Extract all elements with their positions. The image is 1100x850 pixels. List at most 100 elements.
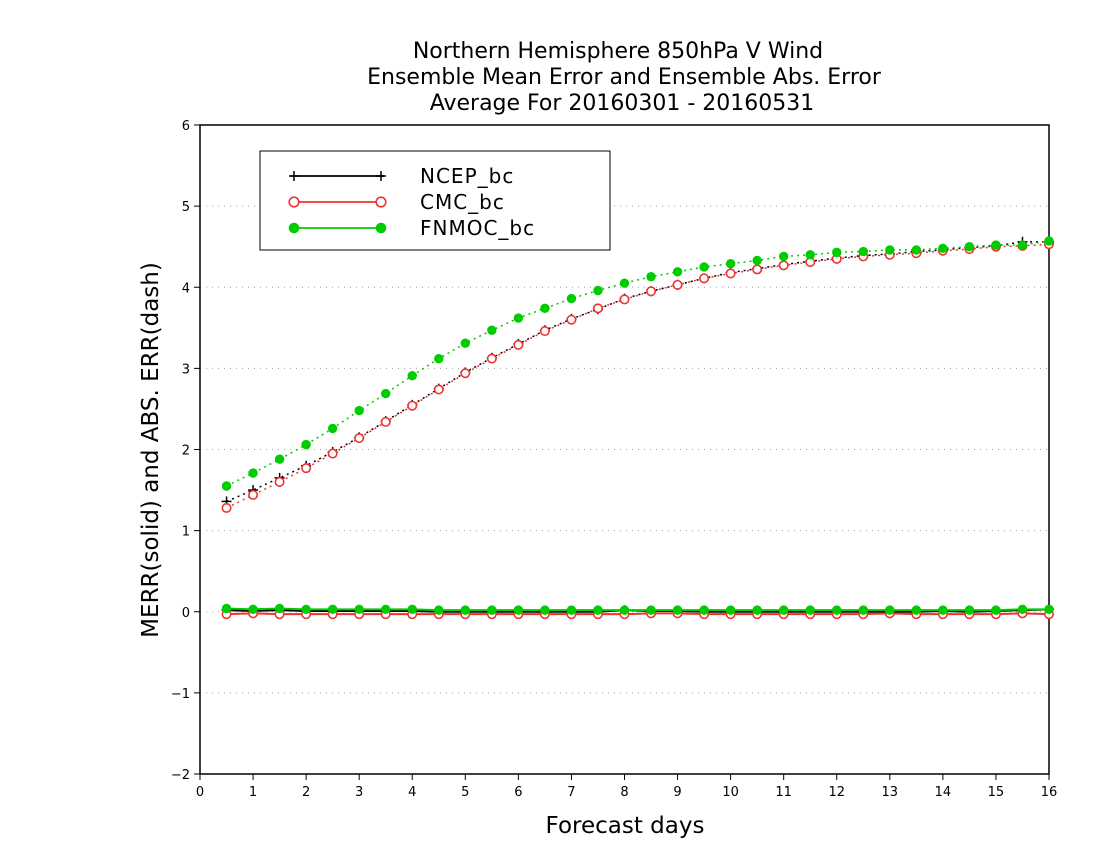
merr-point-fnmoc_bc — [407, 604, 417, 615]
abs-err-line-fnmoc_bc — [226, 240, 1050, 487]
merr-point-fnmoc_bc — [513, 605, 524, 615]
abs-err-point-cmc_bc — [566, 314, 577, 325]
abs-err-point-fnmoc_bc — [593, 285, 603, 296]
y-tick-label: −1 — [171, 687, 190, 702]
legend-marker-end — [375, 222, 387, 234]
merr-point-fnmoc_bc — [327, 604, 338, 615]
abs-err-point-fnmoc_bc — [778, 251, 789, 262]
abs-err-point-fnmoc_bc — [964, 241, 975, 252]
abs-err-point-cmc_bc — [486, 353, 497, 364]
abs-err-point-cmc_bc — [513, 339, 524, 350]
y-tick-label: 0 — [182, 606, 190, 621]
merr-point-fnmoc_bc — [752, 605, 762, 615]
abs-err-point-cmc_bc — [460, 368, 471, 379]
legend-marker-start — [288, 196, 300, 208]
merr-point-fnmoc_bc — [593, 605, 603, 615]
merr-line-fnmoc_bc — [226, 607, 1049, 612]
abs-err-point-fnmoc_bc — [248, 468, 258, 478]
merr-point-fnmoc_bc — [434, 605, 444, 615]
legend-item-ncep_bc: NCEP_bc — [289, 164, 513, 188]
x-tick-label: 7 — [567, 785, 575, 800]
abs-err-point-fnmoc_bc — [354, 405, 364, 416]
merr-point-fnmoc_bc — [832, 605, 842, 615]
abs-err-point-cmc_bc — [619, 294, 630, 305]
merr-point-fnmoc_bc — [885, 605, 895, 615]
x-tick-label: 16 — [1041, 785, 1058, 800]
abs-err-point-cmc_bc — [592, 303, 603, 314]
legend-marker-start — [288, 222, 300, 234]
abs-err-point-fnmoc_bc — [1044, 236, 1054, 246]
merr-point-fnmoc_bc — [911, 605, 922, 615]
x-tick-label: 9 — [673, 785, 681, 800]
merr-point-fnmoc_bc — [646, 605, 656, 615]
x-tick-label: 8 — [620, 785, 628, 800]
abs-err-point-fnmoc_bc — [566, 293, 577, 304]
legend-marker-start — [289, 171, 299, 181]
abs-err-point-cmc_bc — [248, 489, 259, 500]
abs-err-point-cmc_bc — [407, 400, 418, 411]
abs-err-point-fnmoc_bc — [301, 439, 311, 450]
abs-err-point-cmc_bc — [327, 448, 338, 459]
legend-item-cmc_bc: CMC_bc — [288, 190, 504, 214]
abs-err-point-fnmoc_bc — [885, 245, 895, 255]
abs-err-point-fnmoc_bc — [991, 240, 1001, 250]
abs-err-point-cmc_bc — [752, 264, 763, 275]
merr-point-fnmoc_bc — [619, 605, 630, 615]
merr-line-cmc_bc — [226, 612, 1050, 616]
x-tick-label: 0 — [196, 785, 204, 800]
abs-err-point-cmc_bc — [433, 384, 444, 395]
y-axis-label: MERR(solid) and ABS. ERR(dash) — [138, 262, 164, 638]
abs-err-point-fnmoc_bc — [938, 243, 948, 254]
x-axis-ticks: 0 1 2 3 4 5 6 7 8 9 10 11 12 13 14 15 16 — [196, 774, 1057, 800]
abs-err-line-ncep_bc — [226, 241, 1049, 503]
abs-err-point-cmc_bc — [646, 286, 657, 297]
merr-point-fnmoc_bc — [487, 605, 497, 615]
merr-point-fnmoc_bc — [672, 605, 683, 615]
merr-point-fnmoc_bc — [1044, 604, 1054, 615]
y-tick-label: 4 — [182, 281, 190, 296]
x-tick-label: 12 — [828, 785, 845, 800]
merr-point-fnmoc_bc — [858, 605, 868, 615]
x-tick-label: 11 — [775, 785, 792, 800]
abs-err-point-fnmoc_bc — [460, 338, 471, 348]
x-tick-label: 13 — [882, 785, 899, 800]
abs-err-point-cmc_bc — [354, 433, 365, 444]
abs-err-point-fnmoc_bc — [327, 423, 338, 434]
legend-marker-end — [376, 171, 386, 181]
merr-point-fnmoc_bc — [805, 605, 815, 615]
series-cmc_bc — [221, 239, 1055, 620]
x-tick-label: 6 — [514, 785, 522, 800]
x-tick-label: 5 — [461, 785, 469, 800]
merr-point-fnmoc_bc — [566, 605, 577, 615]
x-tick-label: 3 — [355, 785, 363, 800]
y-tick-label: 2 — [182, 444, 190, 459]
merr-point-fnmoc_bc — [778, 605, 789, 615]
chart-title-line-2: Ensemble Mean Error and Ensemble Abs. Er… — [367, 65, 882, 90]
legend-item-fnmoc_bc: FNMOC_bc — [288, 216, 534, 240]
abs-err-point-fnmoc_bc — [274, 454, 285, 464]
abs-err-point-cmc_bc — [672, 279, 683, 290]
merr-point-fnmoc_bc — [938, 605, 948, 615]
x-tick-label: 4 — [408, 785, 416, 800]
merr-point-fnmoc_bc — [354, 604, 364, 615]
merr-point-fnmoc_bc — [725, 605, 736, 615]
abs-err-point-fnmoc_bc — [381, 388, 391, 399]
merr-point-fnmoc_bc — [274, 603, 285, 614]
abs-err-point-fnmoc_bc — [221, 481, 232, 491]
y-tick-label: −2 — [171, 768, 190, 783]
abs-err-point-cmc_bc — [699, 273, 710, 284]
merr-point-fnmoc_bc — [301, 604, 311, 615]
abs-err-point-cmc_bc — [274, 476, 285, 487]
legend-marker-end — [375, 196, 387, 208]
abs-err-point-cmc_bc — [301, 463, 312, 474]
abs-err-point-cmc_bc — [380, 416, 391, 427]
abs-err-point-fnmoc_bc — [725, 259, 736, 269]
merr-point-fnmoc_bc — [964, 605, 975, 615]
y-tick-label: 3 — [182, 362, 190, 377]
abs-err-line-cmc_bc — [226, 243, 1050, 509]
abs-err-point-fnmoc_bc — [1017, 240, 1028, 250]
abs-err-point-fnmoc_bc — [487, 325, 497, 335]
merr-point-fnmoc_bc — [699, 605, 709, 615]
merr-point-fnmoc_bc — [248, 604, 258, 615]
